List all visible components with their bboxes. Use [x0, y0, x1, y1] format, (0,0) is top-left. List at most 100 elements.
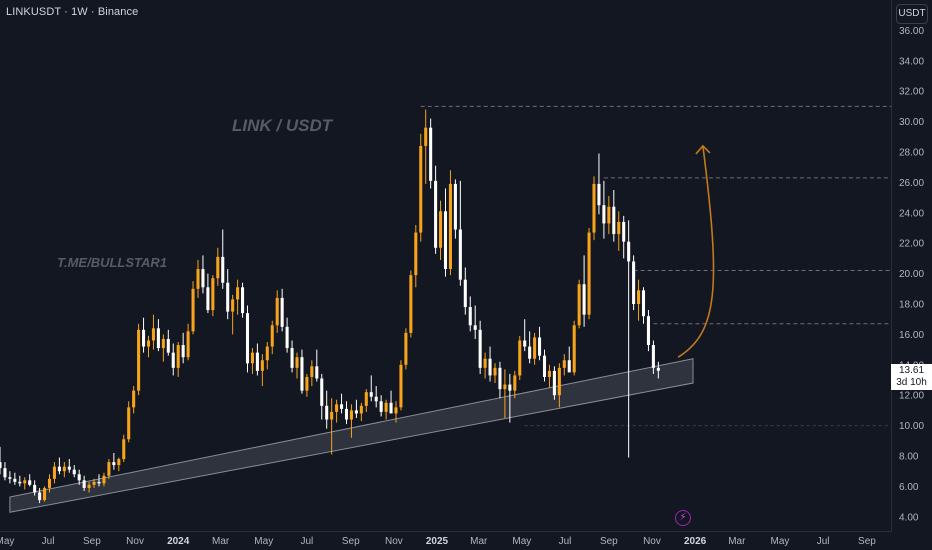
time-tick-label: Jul: [817, 536, 830, 547]
candle: [102, 472, 106, 487]
candle: [171, 343, 175, 376]
candle: [349, 404, 353, 438]
candle: [622, 215, 626, 259]
candle: [320, 373, 324, 420]
candle-body: [146, 340, 151, 347]
candle: [92, 478, 96, 488]
candle-body: [280, 297, 284, 327]
candle: [196, 259, 200, 298]
time-tick-label: Sep: [600, 536, 618, 547]
candle-body: [602, 205, 606, 224]
candle-body: [47, 478, 52, 488]
candle-body: [340, 404, 344, 409]
candle-body: [3, 468, 7, 478]
candle: [493, 363, 497, 384]
candle: [107, 459, 111, 479]
price-axis[interactable]: 4.006.008.0010.0012.0014.0016.0018.0020.…: [899, 26, 924, 523]
candle-body: [310, 366, 314, 377]
candle: [241, 282, 245, 318]
candle-body: [62, 466, 66, 472]
candle: [191, 281, 195, 335]
price-tick-label: 32.00: [899, 87, 924, 98]
candle-body: [344, 408, 349, 420]
candle-body: [434, 180, 438, 248]
candle: [369, 375, 373, 402]
price-tick-label: 18.00: [899, 300, 924, 311]
candle-body: [508, 384, 512, 391]
candle: [142, 317, 146, 353]
time-tick-label: Nov: [126, 536, 144, 547]
candle: [335, 399, 339, 423]
candle-body: [448, 183, 452, 270]
candle: [562, 354, 566, 376]
candle-body: [617, 221, 621, 235]
candle: [236, 279, 240, 315]
candle-body: [132, 390, 136, 408]
candle: [409, 270, 413, 338]
candle: [597, 153, 601, 215]
candle: [483, 352, 487, 379]
candle: [43, 486, 47, 502]
candle: [389, 390, 393, 414]
candle-body: [216, 256, 220, 279]
candle: [344, 401, 349, 425]
candle-body: [523, 340, 527, 347]
candle: [533, 332, 537, 365]
candle-body: [651, 345, 655, 368]
candle-body: [245, 313, 250, 364]
time-axis[interactable]: May Jul Sep Nov 2024 Mar May Jul Sep Nov 2025 Mar Ma…: [0, 536, 876, 547]
candle: [52, 462, 56, 484]
candle-body: [463, 279, 467, 308]
symbol-title[interactable]: LINKUSDT · 1W · Binance: [6, 6, 139, 18]
candle-body: [23, 480, 27, 484]
lightning-icon[interactable]: ⚡: [675, 510, 691, 526]
candle-body: [404, 332, 408, 365]
candle-body: [627, 241, 631, 262]
candle-body: [176, 345, 180, 368]
candle: [557, 363, 561, 408]
candle: [117, 457, 121, 472]
candle: [374, 386, 378, 408]
candle: [290, 340, 294, 373]
candle-body: [468, 307, 472, 326]
candle: [632, 255, 636, 311]
candle: [518, 335, 522, 380]
candle-body: [285, 326, 289, 349]
candle: [18, 475, 22, 487]
candle-body: [38, 492, 42, 501]
candle-body: [221, 256, 225, 283]
candle: [176, 342, 180, 377]
candle-body: [305, 376, 309, 391]
candle-body: [572, 325, 576, 373]
price-tick-label: 34.00: [899, 56, 924, 67]
candle: [651, 340, 655, 374]
candle: [359, 402, 363, 422]
candle-body: [424, 127, 428, 146]
candle-body: [528, 346, 532, 359]
candle-body: [18, 481, 22, 484]
price-tick-label: 30.00: [899, 117, 924, 128]
candle: [384, 399, 388, 420]
candle-body: [493, 367, 497, 376]
candle: [216, 247, 220, 286]
candle-body: [13, 478, 17, 482]
candle-body: [201, 269, 205, 288]
telegram-watermark: T.ME/BULLSTAR1: [57, 255, 168, 270]
candle-body: [236, 287, 240, 300]
candle: [528, 331, 532, 364]
candle: [87, 481, 91, 493]
candle-body: [57, 466, 61, 472]
candle-body: [186, 331, 190, 358]
candle: [503, 369, 507, 418]
candle: [488, 346, 492, 382]
currency-button[interactable]: USDT: [896, 4, 928, 24]
candle-body: [196, 269, 200, 289]
candle-body: [399, 364, 403, 408]
projection-arrow[interactable]: [677, 144, 715, 358]
candle: [146, 335, 151, 358]
candle: [399, 360, 403, 411]
candle-body: [127, 407, 131, 440]
candle-body: [290, 348, 294, 368]
candle: [340, 393, 344, 414]
